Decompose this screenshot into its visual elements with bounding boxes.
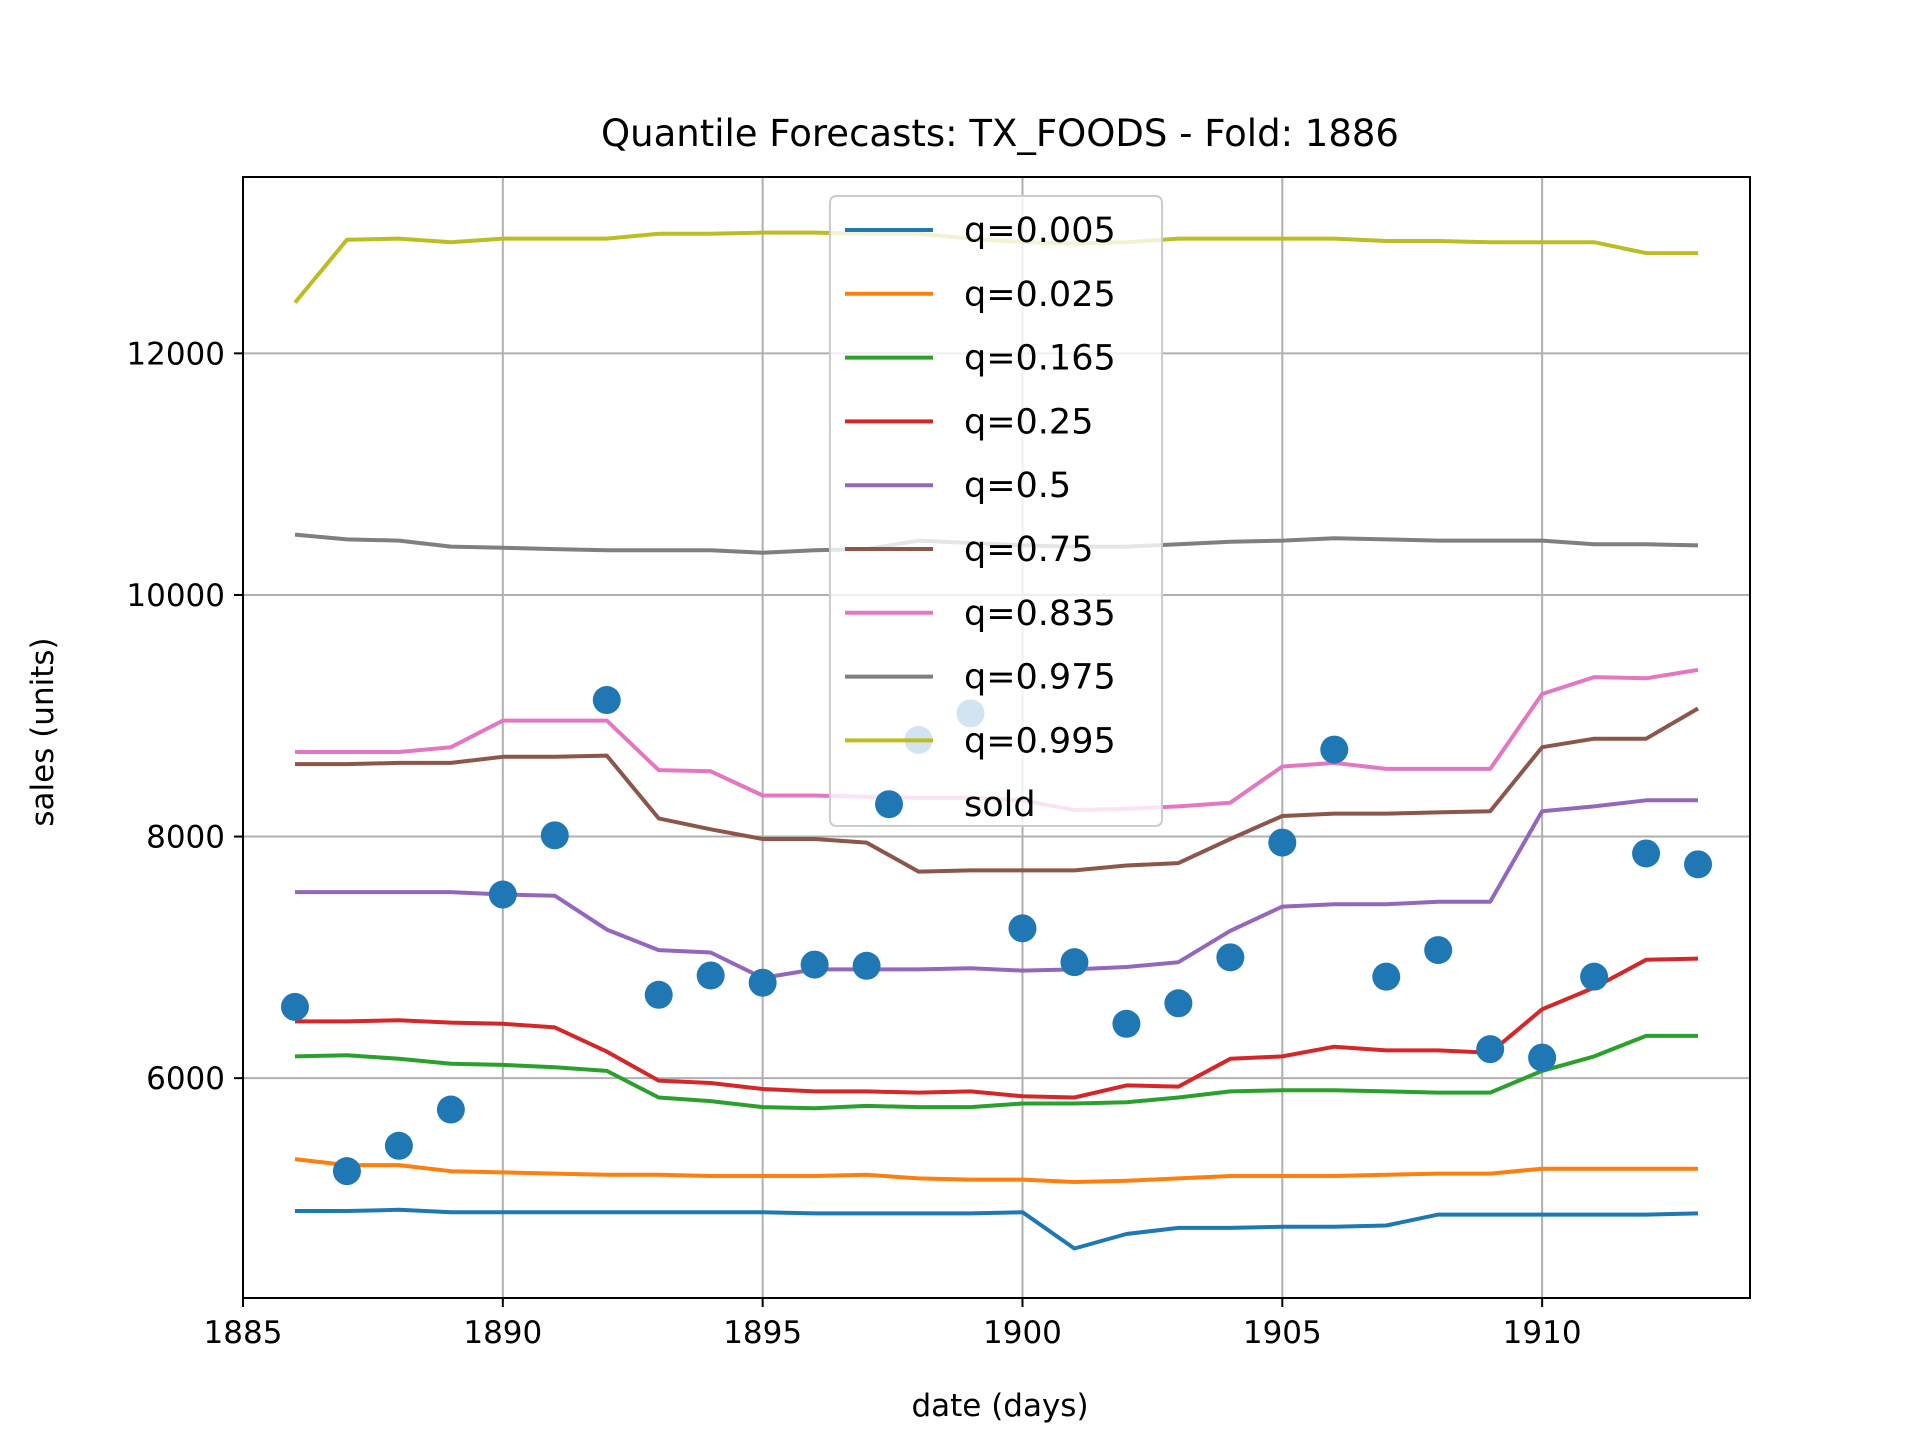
legend: q=0.005 q=0.025 q=0.165 q=0.25 q=0.5 q=0.75 q=… bbox=[829, 195, 1163, 827]
sold-point bbox=[1112, 1009, 1141, 1038]
legend-label: q=0.25 bbox=[964, 402, 1093, 442]
legend-label: q=0.5 bbox=[964, 466, 1071, 506]
legend-label: q=0.165 bbox=[964, 339, 1116, 379]
sold-point bbox=[332, 1157, 361, 1186]
sold-point bbox=[1684, 850, 1713, 879]
legend-label: q=0.995 bbox=[964, 721, 1116, 761]
legend-label: q=0.835 bbox=[964, 594, 1116, 634]
legend-label: q=0.005 bbox=[964, 211, 1116, 251]
y-axis-label: sales (units) bbox=[25, 637, 61, 826]
x-tick-label: 1910 bbox=[1503, 1315, 1582, 1351]
sold-point bbox=[852, 951, 881, 980]
sold-point bbox=[644, 980, 673, 1009]
sold-point bbox=[800, 950, 829, 979]
legend-label: q=0.025 bbox=[964, 275, 1116, 315]
legend-label: q=0.975 bbox=[964, 658, 1116, 698]
series-line-q=0.025 bbox=[294, 1157, 1698, 1184]
legend-box bbox=[829, 195, 1163, 827]
sold-point bbox=[696, 961, 725, 990]
x-tick-label: 1905 bbox=[1243, 1315, 1322, 1351]
y-tick-label: 12000 bbox=[126, 336, 225, 372]
y-tick-label: 6000 bbox=[146, 1061, 225, 1097]
sold-point bbox=[1268, 828, 1297, 857]
sold-point bbox=[1528, 1043, 1557, 1072]
sold-point bbox=[592, 686, 621, 715]
sold-point bbox=[1476, 1035, 1505, 1064]
series-line-q=0.005 bbox=[295, 1207, 1699, 1251]
y-tick-label: 10000 bbox=[126, 578, 225, 614]
series-line-q=0.5 bbox=[295, 798, 1698, 980]
x-tick-label: 1890 bbox=[463, 1315, 542, 1351]
x-tick-label: 1895 bbox=[723, 1315, 802, 1351]
legend-swatch-marker bbox=[875, 790, 903, 819]
series-line-q=0.25 bbox=[295, 956, 1699, 1100]
axis-ticks: 1885 1890 1895 1900 1905 1910 6000 8000 10000 120… bbox=[126, 336, 1581, 1351]
sold-point bbox=[1060, 948, 1089, 977]
plot-frame bbox=[242, 176, 1751, 1299]
y-tick-label: 8000 bbox=[146, 820, 225, 856]
x-tick-label: 1885 bbox=[204, 1315, 283, 1351]
sold-point bbox=[540, 821, 569, 850]
sold-point bbox=[488, 880, 517, 909]
sold-point bbox=[1632, 839, 1661, 868]
sold-point bbox=[384, 1131, 413, 1160]
sold-point bbox=[748, 968, 777, 997]
series-line-q=0.165 bbox=[294, 1033, 1698, 1111]
x-axis-label: date (days) bbox=[911, 1388, 1088, 1424]
sold-point bbox=[1008, 914, 1037, 943]
sold-point bbox=[1320, 735, 1349, 764]
chart-title: Quantile Forecasts: TX_FOODS - Fold: 188… bbox=[601, 112, 1399, 155]
x-tick-label: 1900 bbox=[983, 1315, 1062, 1351]
series-line-q=0.75 bbox=[295, 706, 1700, 874]
sold-point bbox=[1424, 936, 1453, 965]
sold-point bbox=[1372, 962, 1401, 991]
legend-label: sold bbox=[964, 785, 1036, 825]
sold-point bbox=[1164, 989, 1193, 1018]
sold-point bbox=[1580, 962, 1609, 991]
sold-point bbox=[1216, 943, 1245, 972]
legend-label: q=0.75 bbox=[964, 530, 1093, 570]
sold-point bbox=[280, 992, 309, 1021]
sold-point bbox=[436, 1095, 465, 1124]
